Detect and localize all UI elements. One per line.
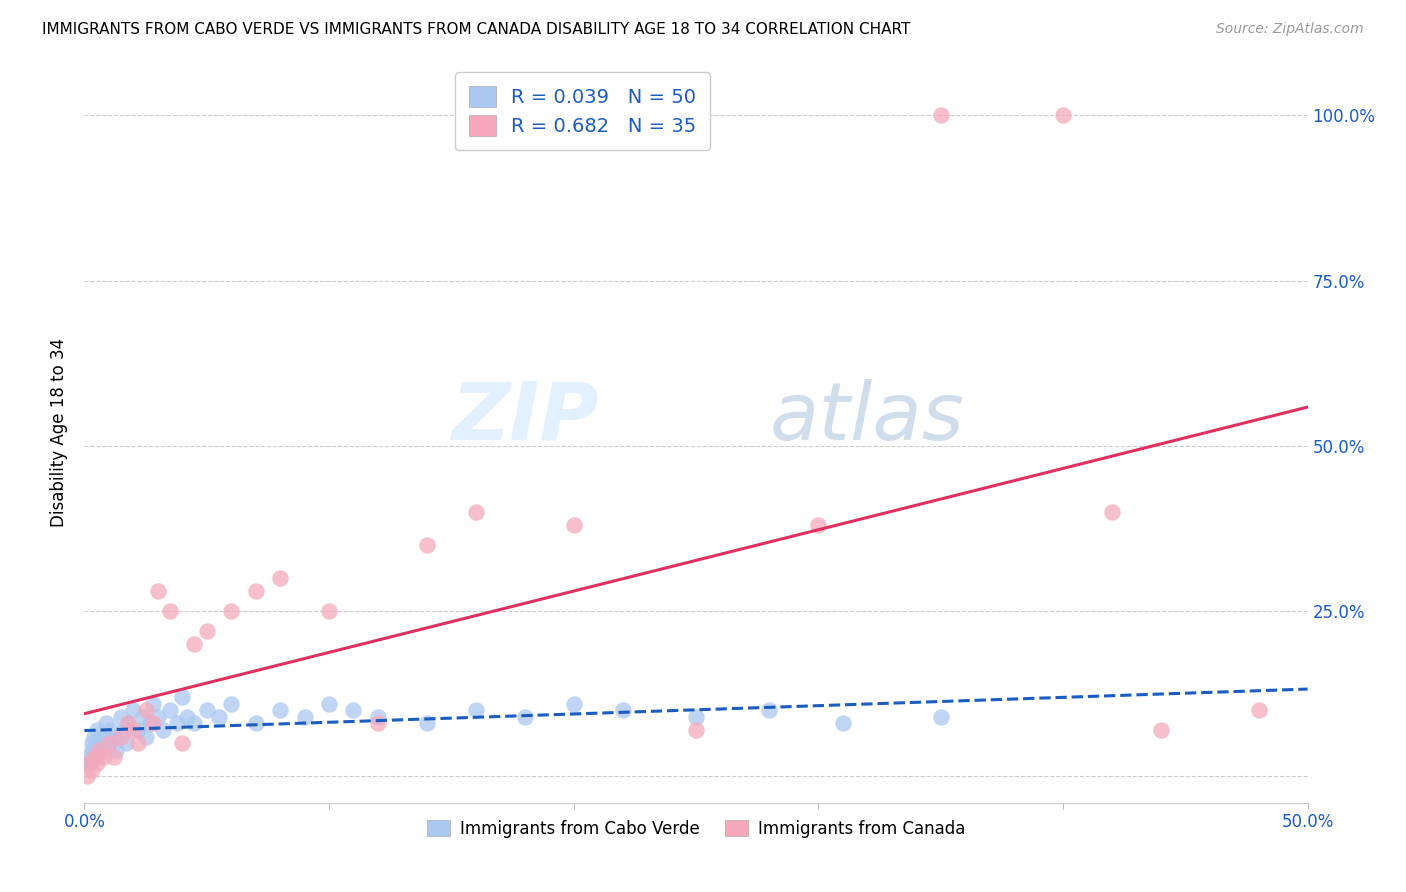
- Point: [1247, 703, 1270, 717]
- Point: [142, 716, 165, 731]
- Point: [105, 743, 128, 757]
- Text: IMMIGRANTS FROM CABO VERDE VS IMMIGRANTS FROM CANADA DISABILITY AGE 18 TO 34 COR: IMMIGRANTS FROM CABO VERDE VS IMMIGRANTS…: [42, 22, 911, 37]
- Point: [152, 723, 174, 737]
- Point: [807, 518, 830, 533]
- Point: [90, 743, 112, 757]
- Point: [245, 584, 267, 599]
- Point: [176, 710, 198, 724]
- Point: [122, 703, 145, 717]
- Point: [685, 723, 707, 737]
- Point: [86, 749, 108, 764]
- Point: [76, 769, 98, 783]
- Point: [80, 736, 103, 750]
- Point: [219, 697, 242, 711]
- Point: [831, 716, 853, 731]
- Point: [172, 736, 194, 750]
- Point: [142, 697, 165, 711]
- Point: [112, 723, 135, 737]
- Point: [367, 716, 389, 731]
- Point: [83, 749, 105, 764]
- Point: [86, 756, 108, 771]
- Legend: Immigrants from Cabo Verde, Immigrants from Canada: Immigrants from Cabo Verde, Immigrants f…: [418, 812, 974, 847]
- Point: [115, 736, 138, 750]
- Point: [93, 749, 115, 764]
- Point: [318, 697, 340, 711]
- Point: [100, 723, 122, 737]
- Point: [87, 743, 110, 757]
- Point: [110, 710, 132, 724]
- Point: [929, 108, 952, 122]
- Point: [97, 736, 120, 750]
- Point: [87, 736, 110, 750]
- Point: [110, 730, 132, 744]
- Point: [562, 697, 585, 711]
- Point: [1101, 505, 1123, 519]
- Point: [135, 703, 157, 717]
- Point: [83, 730, 105, 744]
- Text: Source: ZipAtlas.com: Source: ZipAtlas.com: [1216, 22, 1364, 37]
- Point: [96, 716, 118, 731]
- Point: [269, 703, 291, 717]
- Point: [208, 710, 231, 724]
- Text: atlas: atlas: [769, 379, 965, 457]
- Point: [195, 624, 218, 638]
- Point: [80, 743, 103, 757]
- Point: [103, 749, 125, 764]
- Point: [97, 736, 120, 750]
- Point: [132, 710, 155, 724]
- Point: [77, 749, 100, 764]
- Point: [1052, 108, 1074, 122]
- Point: [135, 730, 157, 744]
- Point: [929, 710, 952, 724]
- Point: [80, 763, 103, 777]
- Point: [464, 703, 486, 717]
- Point: [269, 571, 291, 585]
- Text: ZIP: ZIP: [451, 379, 598, 457]
- Point: [758, 703, 780, 717]
- Point: [93, 730, 115, 744]
- Point: [159, 604, 181, 618]
- Point: [117, 716, 139, 731]
- Point: [612, 703, 634, 717]
- Point: [318, 604, 340, 618]
- Point: [562, 518, 585, 533]
- Point: [416, 538, 439, 552]
- Point: [367, 710, 389, 724]
- Point: [172, 690, 194, 704]
- Point: [146, 584, 169, 599]
- Point: [127, 723, 149, 737]
- Point: [294, 710, 316, 724]
- Point: [139, 716, 162, 731]
- Point: [146, 710, 169, 724]
- Point: [416, 716, 439, 731]
- Point: [245, 716, 267, 731]
- Point: [77, 756, 100, 771]
- Point: [464, 505, 486, 519]
- Point: [195, 703, 218, 717]
- Point: [159, 703, 181, 717]
- Point: [685, 710, 707, 724]
- Point: [1150, 723, 1173, 737]
- Point: [166, 716, 188, 731]
- Point: [342, 703, 364, 717]
- Y-axis label: Disability Age 18 to 34: Disability Age 18 to 34: [51, 338, 69, 527]
- Point: [122, 723, 145, 737]
- Point: [183, 716, 205, 731]
- Point: [76, 756, 98, 771]
- Point: [513, 710, 536, 724]
- Point: [183, 637, 205, 651]
- Point: [86, 723, 108, 737]
- Point: [219, 604, 242, 618]
- Point: [127, 736, 149, 750]
- Point: [103, 730, 125, 744]
- Point: [117, 716, 139, 731]
